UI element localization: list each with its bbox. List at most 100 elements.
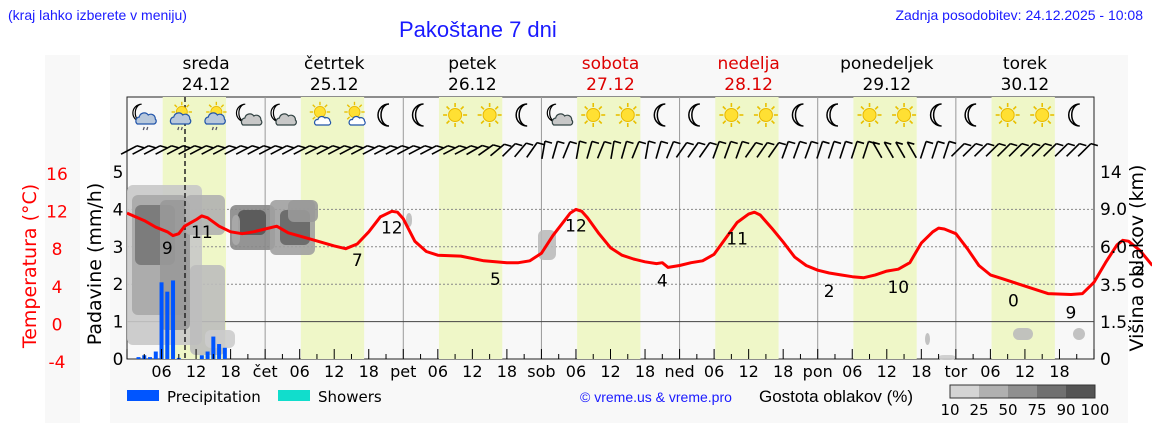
wind-barb [201,145,225,155]
legend-showers-swatch [278,390,310,401]
hour-tick-label: 06 [980,362,1000,381]
wind-barb [514,142,534,158]
day-name: sobota [582,54,640,74]
temperature-label: 2 [824,282,835,302]
wind-barb [501,142,523,157]
cloud-density-label: Gostota oblakov (%) [759,387,913,406]
wind-barb [408,145,432,155]
precipitation-bar [171,280,176,359]
day-date: 27.12 [586,75,635,95]
wind-barb [665,140,681,159]
sun-icon [442,102,468,128]
legend-showers-label: Showers [318,388,382,406]
wind-barb [883,141,894,159]
wind-barb [712,140,727,159]
temperature-label: 5 [490,270,501,290]
wind-barb [620,140,634,159]
precipitation-tick: 4 [113,200,124,220]
wind-barb [551,140,565,159]
hour-tick-label: 12 [462,362,482,381]
wind-barb [270,145,294,155]
sun-icon [891,102,917,128]
sun-icon [1029,102,1055,128]
legend-precipitation-swatch [127,390,159,401]
wind-barb [895,141,906,159]
hour-tick-label: 06 [428,362,448,381]
precipitation-bars [136,280,227,359]
day-date: 26.12 [448,75,497,95]
wind-barb [985,142,1006,157]
precipitation-bar [205,351,210,359]
cloud-height-axis-title: Višina oblakov (km) [1126,165,1148,352]
temperature-tick: 12 [46,203,68,223]
wind-barb [212,145,237,155]
wind-barb [178,145,202,155]
copyright-link[interactable]: © vreme.us & vreme.pro [580,389,732,405]
day-date: 24.12 [182,75,231,95]
hour-tick-label: 12 [600,362,620,381]
temperature-labels: 911712512411210092104 [162,216,1146,323]
wind-barb [281,145,306,155]
daylight-band [715,97,779,359]
temperature-tick: 4 [52,278,63,298]
wind-barb [396,145,421,155]
temperature-label: 12 [565,216,587,236]
precipitation-bar [136,357,141,359]
temperature-tick: 0 [52,315,63,335]
precipitation-tick: 5 [113,163,124,183]
precipitation-bar [159,282,164,359]
hour-tick-label: 18 [911,362,931,381]
wind-barb [839,140,853,159]
hour-tick-label: 12 [324,362,344,381]
day-date: 28.12 [724,75,773,95]
precipitation-bar [211,336,216,359]
hour-tick-label: 06 [151,362,171,381]
day-date: 30.12 [1001,75,1050,95]
temperature-label: 4 [657,272,668,292]
wind-barb [327,145,352,155]
precipitation-bar [165,291,170,359]
region-hint-text[interactable]: (kraj lahko izberete v meniju) [8,7,187,23]
day-separators [264,97,957,359]
temperature-axis-ticks: 16 12 8 4 0 -4 [46,165,68,373]
day-abbr-label: pet [390,362,416,381]
wind-barb [189,145,214,155]
wind-barb [478,144,501,156]
wind-barb [575,140,587,160]
wind-barb [316,145,340,155]
wind-barb [155,145,179,155]
wind-barbs-row [120,140,1099,160]
cloud-height-tick: 9.0 [1100,200,1127,220]
day-abbr-label: čet [253,362,278,381]
hour-tick-label: 18 [1049,362,1069,381]
temperature-axis-title: Temperatura (°C) [19,184,41,349]
sun-icon [994,102,1021,128]
wind-barb [466,144,490,156]
hour-tick-label: 18 [497,362,517,381]
wind-barb [1031,142,1053,157]
precipitation-axis-ticks: 5 4 3 2 1 0 [113,163,124,370]
wind-barb [120,145,145,155]
day-abbr-label: ned [665,362,695,381]
wind-barb [385,145,409,155]
temperature-label: 2 [1135,260,1146,280]
wind-barb [781,140,796,159]
temperature-label: 9 [1066,303,1077,323]
wind-barb [304,145,329,155]
cloud-density-step: 100 [1081,401,1110,419]
wind-barb [293,145,317,155]
wind-barb [454,145,479,155]
hour-tick-label: 06 [566,362,586,381]
wind-barb [1019,142,1041,157]
wind-barb [687,141,706,158]
cloud-height-tick: 1.5 [1100,313,1127,333]
wind-barb [744,141,764,158]
wind-barb [258,145,283,155]
cloud-density-scale: 10 25 50 75 90 100 [940,384,1110,419]
wind-barb [489,143,512,157]
wind-barb [996,142,1018,157]
hour-tick-label: 06 [842,362,862,381]
day-name: četrtek [304,54,365,74]
